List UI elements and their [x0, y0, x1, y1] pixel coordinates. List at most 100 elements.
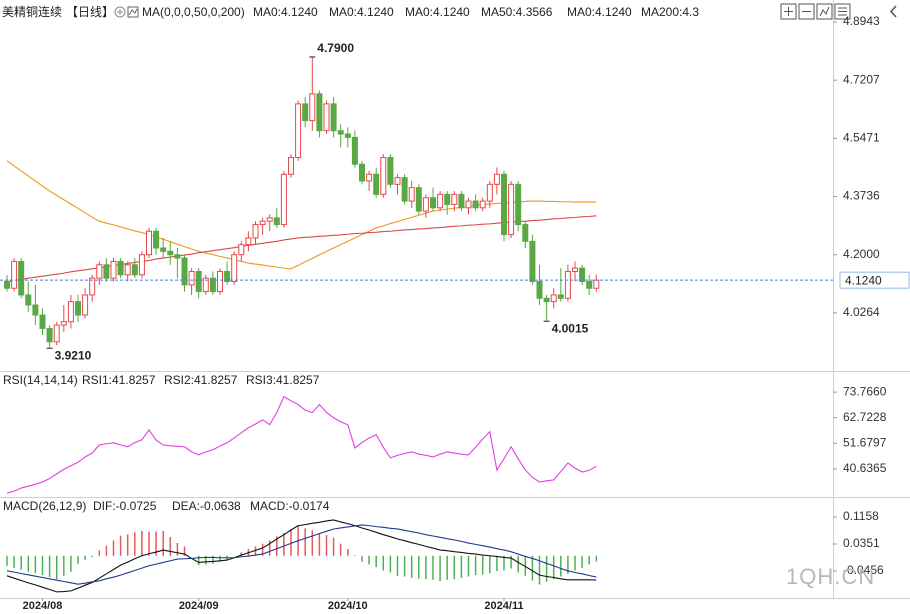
- y-tick-label: 4.8943: [843, 14, 880, 28]
- candle-body: [167, 250, 174, 256]
- candle-body: [188, 270, 195, 286]
- candle-body: [273, 217, 280, 226]
- toolbar-button[interactable]: [834, 3, 851, 20]
- y-tick-label: 4.5471: [843, 131, 880, 145]
- indicator-icon[interactable]: [127, 6, 139, 18]
- header-label: MA0:4.1240: [405, 5, 470, 19]
- candle-body: [280, 173, 287, 226]
- candle-body: [472, 200, 479, 209]
- header-label: 【日线】: [66, 5, 114, 19]
- ma-lines-0: [6, 160, 597, 283]
- indicator-icon-glyph: [128, 8, 138, 16]
- candle-body: [146, 230, 152, 256]
- candle-body: [415, 187, 422, 212]
- candle-body: [138, 254, 145, 276]
- toolbar-button[interactable]: [798, 3, 815, 20]
- candle-body: [75, 301, 81, 316]
- candle-body: [458, 193, 465, 209]
- toolbar-button[interactable]: [780, 3, 797, 20]
- indicator-line: [6, 519, 597, 593]
- candle-body: [160, 247, 167, 252]
- candle-body: [465, 200, 472, 209]
- candle-body: [174, 254, 181, 259]
- y-tick-label: 0.0351: [843, 536, 880, 550]
- y-tick-label: 4.0264: [843, 305, 880, 319]
- candle-body: [501, 173, 507, 236]
- candle-body: [579, 267, 586, 283]
- candle-body: [110, 260, 117, 279]
- candle-body: [288, 157, 294, 175]
- watermark: 1QH.CN: [786, 564, 875, 589]
- header-label: MA50:4.3566: [481, 5, 553, 19]
- candle-body: [380, 157, 387, 195]
- candle-body: [408, 187, 415, 202]
- candles-0: [4, 56, 600, 349]
- header-label: DEA:-0.0638: [172, 499, 241, 513]
- candle-body: [195, 270, 202, 293]
- candle-body: [39, 314, 46, 329]
- candle-body: [508, 183, 515, 236]
- candle-body: [430, 197, 436, 209]
- candle-body: [25, 294, 32, 306]
- header-icons: [114, 6, 139, 18]
- y-tick-label: 0.1158: [843, 509, 879, 523]
- candle-body: [323, 103, 330, 132]
- candle-body: [373, 173, 380, 195]
- candle-body: [451, 193, 458, 205]
- candle-body: [564, 270, 571, 299]
- candle-body: [4, 281, 10, 289]
- x-tick-label: 2024/09: [179, 600, 219, 612]
- header-label: RSI2:41.8257: [164, 373, 238, 387]
- y-tick-label: 73.7660: [843, 384, 887, 398]
- candle-body: [181, 257, 188, 286]
- candle-body: [18, 260, 25, 296]
- header-label: MA(0,0,0,50,0,200): [142, 5, 245, 19]
- candle-body: [515, 183, 522, 226]
- header-label: MACD:-0.0174: [250, 499, 330, 513]
- x-tick-label: 2024/10: [328, 600, 368, 612]
- header-label: RSI3:41.8257: [246, 373, 320, 387]
- candle-body: [522, 224, 529, 242]
- candle-body: [437, 193, 444, 209]
- candle-body: [96, 264, 103, 279]
- candle-body: [266, 217, 273, 222]
- collapse-button[interactable]: [889, 5, 897, 18]
- candle-body: [394, 177, 401, 185]
- header-0: 美精铜连续 【日线】 MA(0,0,0,50,0,200) MA0:4.1240 MA0…: [2, 4, 699, 19]
- candle-body: [486, 183, 493, 202]
- candle-body: [32, 304, 39, 316]
- candle-body: [543, 297, 550, 303]
- candle-body: [103, 264, 110, 279]
- candle-body: [82, 294, 89, 316]
- header-label: DIF:-0.0725: [93, 499, 157, 513]
- candle-body: [309, 93, 316, 122]
- y-axis-1: 73.7660 62.7228 51.6797 40.6365: [833, 384, 887, 475]
- header-label: MA0:4.1240: [567, 5, 632, 19]
- toolbar-button[interactable]: [816, 3, 833, 20]
- last-price-label: 4.1240: [845, 273, 882, 287]
- header-label: MA200:4.3: [641, 5, 699, 19]
- header-label: MACD(26,12,9): [3, 499, 86, 513]
- macd-lines: [6, 519, 597, 593]
- indicator-line: [6, 215, 597, 283]
- toolbar-glyph: [838, 7, 847, 16]
- y-tick-label: 4.7207: [843, 72, 880, 86]
- macd-histogram: [6, 525, 598, 585]
- candle-body: [131, 264, 138, 276]
- y-tick-label: 4.2000: [843, 247, 880, 261]
- toolbar-glyph: [784, 7, 793, 16]
- candle-body: [550, 294, 557, 303]
- candle-body: [344, 133, 351, 138]
- settings-icon[interactable]: [114, 6, 126, 18]
- candle-body: [245, 237, 252, 246]
- y-tick-label: -0.0456: [843, 563, 884, 577]
- candle-body: [387, 157, 394, 185]
- y-tick-label: 40.6365: [843, 461, 887, 475]
- candle-body: [572, 267, 578, 272]
- candle-body: [252, 224, 259, 239]
- x-axis: 2024/08 2024/09 2024/10 2024/11: [23, 598, 524, 612]
- candle-body: [330, 103, 337, 132]
- candle-body: [351, 136, 358, 165]
- indicator-line: [6, 524, 597, 585]
- candle-body: [117, 260, 124, 276]
